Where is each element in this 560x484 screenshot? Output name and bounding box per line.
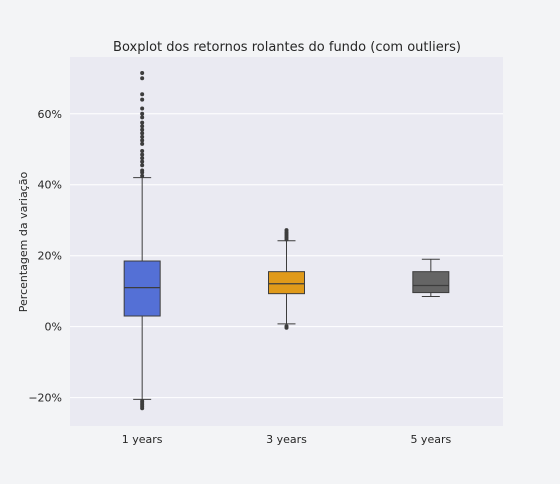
outlier-point <box>140 120 145 125</box>
y-tick-label: 20% <box>38 250 62 263</box>
outlier-point <box>140 127 145 132</box>
outlier-point <box>140 76 145 81</box>
outlier-point <box>140 115 145 120</box>
y-tick-label: 40% <box>38 179 62 192</box>
outlier-point <box>140 406 145 411</box>
x-tick-label: 3 years <box>266 433 307 446</box>
outlier-point <box>140 70 145 75</box>
outlier-point <box>140 163 145 168</box>
x-tick-label: 1 years <box>122 433 163 446</box>
outlier-point <box>284 228 289 233</box>
outlier-point <box>140 97 145 102</box>
chart-title: Boxplot dos retornos rolantes do fundo (… <box>113 40 461 55</box>
box-layer <box>123 70 450 411</box>
box-iqr <box>412 271 450 294</box>
outlier-point <box>140 134 145 139</box>
outlier-point <box>140 141 145 146</box>
box-iqr <box>268 271 305 295</box>
outlier-point <box>140 92 145 97</box>
y-tick-label: 60% <box>38 108 62 121</box>
x-tick-labels: 1 years 3 years 5 years <box>122 433 452 446</box>
outlier-point <box>140 159 145 164</box>
outlier-point <box>140 138 145 143</box>
box-iqr <box>123 260 161 317</box>
outlier-point <box>140 152 145 157</box>
outlier-point <box>140 106 145 111</box>
outlier-point <box>140 124 145 129</box>
box-group <box>123 70 161 411</box>
y-tick-labels: −20% 0% 20% 40% 60% <box>28 108 62 405</box>
outlier-point <box>140 173 145 178</box>
y-tick-label: 0% <box>45 321 62 334</box>
box-group <box>412 258 450 297</box>
y-tick-label: −20% <box>28 392 62 405</box>
y-axis-label: Percentagem da variação <box>17 172 30 313</box>
x-tick-label: 5 years <box>410 433 451 446</box>
outlier-point <box>140 168 145 173</box>
outlier-point <box>140 156 145 161</box>
outlier-point <box>140 111 145 116</box>
outlier-point <box>140 131 145 136</box>
box-group <box>268 228 305 330</box>
outlier-point <box>284 324 289 329</box>
outlier-point <box>140 149 145 154</box>
